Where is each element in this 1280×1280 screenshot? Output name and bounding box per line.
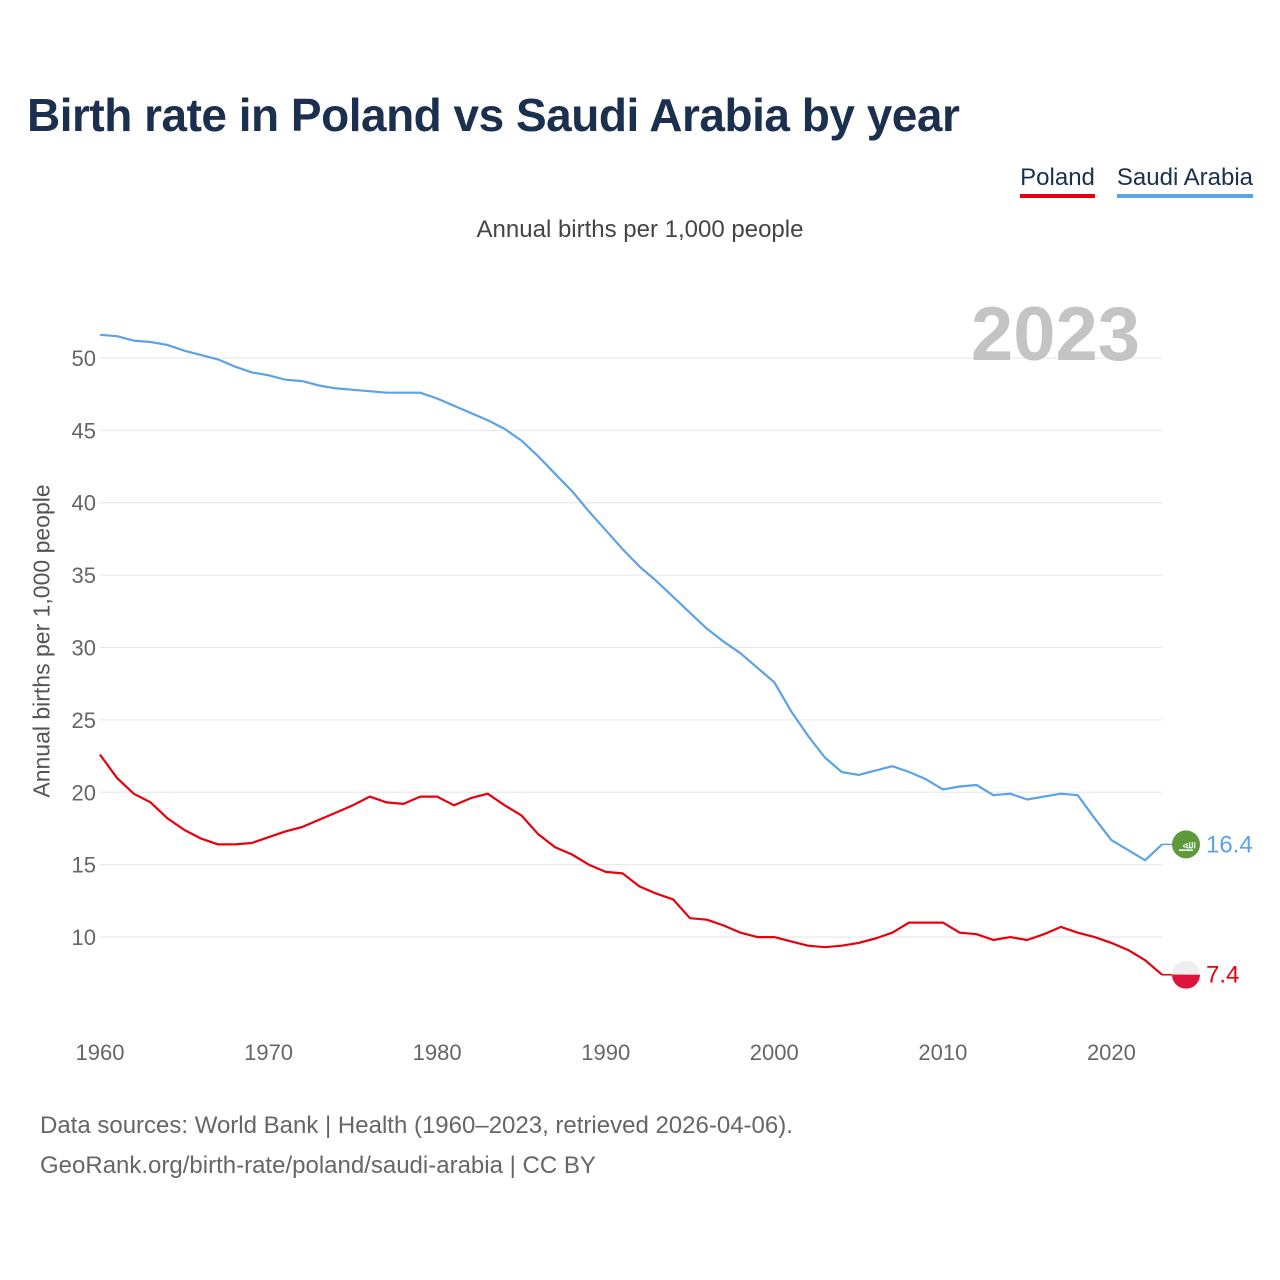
y-tick-label: 10 <box>72 925 96 950</box>
year-label: 2023 <box>971 292 1140 377</box>
y-tick-label: 50 <box>72 346 96 371</box>
legend-item-poland[interactable]: Poland <box>1020 164 1095 198</box>
series-line-saudi-arabia <box>99 333 1163 862</box>
y-tick-label: 20 <box>72 780 96 805</box>
chart-title: Birth rate in Poland vs Saudi Arabia by … <box>27 89 960 141</box>
footer: Data sources: World Bank | Health (1960–… <box>40 1106 793 1186</box>
legend-item-saudi-arabia[interactable]: Saudi Arabia <box>1116 164 1253 198</box>
saudi-arabia-flag-icon: ﷲ <box>1172 830 1200 859</box>
y-tick-label: 45 <box>72 418 96 443</box>
x-tick-label: 1970 <box>244 1040 293 1065</box>
x-tick-label: 2020 <box>1087 1040 1136 1065</box>
x-tick-label: 1960 <box>76 1040 125 1065</box>
y-tick-label: 15 <box>72 853 96 878</box>
footer-sources: Data sources: World Bank | Health (1960–… <box>40 1112 793 1139</box>
y-tick-label: 35 <box>72 563 96 588</box>
axis-ticks: 10 15 20 25 30 35 40 45 50 1960 1970 1980 1990 2000 20… <box>72 346 1136 1065</box>
x-tick-label: 2010 <box>918 1040 967 1065</box>
y-tick-label: 25 <box>72 708 96 733</box>
series-line-poland <box>99 753 1163 976</box>
chart-subtitle: Annual births per 1,000 people <box>476 216 804 243</box>
end-markers: ﷲ <box>1172 830 1200 989</box>
x-tick-label: 2000 <box>750 1040 799 1065</box>
poland-flag-icon <box>1172 960 1200 989</box>
y-tick-label: 30 <box>72 636 96 661</box>
x-tick-label: 1990 <box>581 1040 630 1065</box>
end-value-saudi-arabia: 16.4 <box>1206 831 1253 858</box>
footer-link[interactable]: GeoRank.org/birth-rate/poland/saudi-arab… <box>40 1152 596 1179</box>
legend: Poland Saudi Arabia <box>1020 164 1253 198</box>
end-value-poland: 7.4 <box>1206 962 1239 989</box>
x-tick-label: 1980 <box>413 1040 462 1065</box>
grid <box>100 357 1162 938</box>
y-tick-label: 40 <box>72 491 96 516</box>
